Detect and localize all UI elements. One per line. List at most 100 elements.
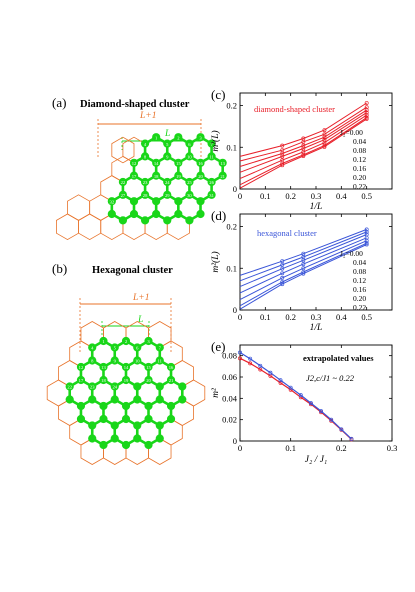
chart-d-data-point	[364, 242, 369, 247]
panel-b-site	[76, 362, 86, 372]
panel-a-site-number: 27	[121, 193, 126, 198]
chart-e-x-tick-label: 0.1	[285, 443, 296, 453]
panel-a-site-number: 24	[165, 180, 170, 185]
chart-e-plot-frame	[239, 344, 393, 442]
chart-e-data-point	[278, 378, 283, 383]
chart-e-data-point	[308, 401, 313, 406]
panel-a-site	[174, 133, 183, 142]
panel-a-site	[207, 177, 216, 187]
chart-d-x-axis-label: 1/L	[310, 323, 323, 333]
panel-a-site	[107, 209, 116, 219]
chart-c-y-tick-label: 0.1	[226, 142, 237, 152]
chart-d-x-tick-label: 0.2	[285, 312, 296, 322]
chart-d-data-point	[364, 229, 369, 234]
chart-d-x-tick-label: 0	[238, 312, 242, 322]
panel-a-site	[140, 152, 150, 161]
panel-a-site-number: 7	[210, 142, 213, 147]
chart-c-x-tick-label: 0	[238, 191, 242, 201]
chart-d-data-point	[301, 258, 306, 263]
panel-b-site	[144, 440, 153, 450]
panel-b-site-number: 3	[147, 339, 150, 344]
panel-b-site	[110, 356, 119, 365]
panel-b-site	[166, 414, 176, 424]
panel-a-site	[152, 209, 161, 219]
panel-b-site-number: 13	[101, 365, 106, 370]
chart-e-data-point	[268, 370, 273, 375]
panel-b-site	[99, 414, 108, 424]
panel-a-site	[129, 197, 139, 206]
panel-b-site	[166, 362, 176, 372]
panel-a-site	[129, 171, 139, 180]
panel-a-title: Diamond-shaped cluster	[80, 99, 190, 110]
chart-d-panel-label: (d)	[211, 208, 226, 223]
chart-d-series-line	[239, 242, 367, 307]
panel-a-site-number: 30	[187, 193, 192, 198]
chart-d-legend-entry: 0.04	[353, 258, 366, 267]
panel-b-site	[99, 336, 108, 346]
panel-b-dimensions: L+1 L	[79, 293, 172, 352]
chart-c-series-line	[239, 106, 367, 162]
chart-e-critical-annotation: J2,c/J1 ~ 0.22	[306, 373, 355, 383]
panel-a-site-number: 9	[166, 155, 169, 160]
chart-c-data-point	[364, 101, 369, 105]
chart-c-x-tick-label: 0.5	[361, 191, 372, 201]
panel-a-site-number: 5	[166, 142, 169, 147]
panel-b-site	[121, 375, 131, 385]
panel-b-site	[133, 382, 142, 391]
panel-a-site-number: 16	[198, 161, 203, 166]
panel-a-site-number: 19	[176, 174, 181, 179]
chart-c-series-line	[239, 117, 367, 186]
chart-d-legend-entry: 0.08	[353, 267, 366, 276]
chart-c-data-point	[364, 110, 369, 115]
panel-b-site-number: 17	[79, 378, 84, 383]
panel-a-site-number: 10	[187, 155, 192, 160]
panel-a-site	[218, 171, 227, 180]
panel-a-site	[163, 216, 172, 225]
panel-b-site	[99, 375, 108, 385]
chart-d-y-tick-label: 0	[233, 305, 237, 315]
chart-d-series-line	[239, 240, 367, 301]
panel-b-site-number: 24	[112, 385, 117, 390]
panel-b-site	[155, 343, 164, 352]
chart-e-data-point	[298, 393, 303, 398]
panel-a-site-number: 8	[144, 155, 147, 160]
chart-e-series-line	[239, 357, 352, 440]
chart-d-legend-entry: J₂=0.00	[340, 249, 363, 258]
panel-a-site-number: 14	[154, 161, 159, 166]
panel-a-site-number: 22	[121, 180, 126, 185]
panel-b-site	[155, 434, 164, 443]
chart-e-data-point	[349, 436, 354, 441]
chart-c-x-axis-label: 1/L	[310, 202, 323, 212]
chart-d-legend-entry: 0.12	[353, 276, 366, 285]
panel-b-site	[121, 440, 131, 450]
panel-b-site-number: 18	[101, 378, 106, 383]
chart-e-y-tick-label: 0	[233, 436, 237, 446]
chart-c-data-point	[280, 163, 285, 168]
panel-b-site	[144, 362, 153, 372]
panel-a-site-number: 1	[155, 135, 158, 140]
chart-d-series-line	[239, 244, 367, 310]
chart-c-legend-entry: 0.12	[353, 155, 366, 164]
panel-b-site	[110, 421, 119, 430]
panel-a-site	[207, 190, 216, 199]
panel-b-dim-outer: L+1	[132, 293, 149, 303]
chart-c-data-point	[322, 135, 327, 140]
panel-b-site	[65, 395, 74, 404]
panel-b-site	[133, 421, 142, 430]
chart-e: 0 0.1 0.2 0.3 0 0.02 0.04 0.06 0.08(e) extrapolat…	[211, 339, 397, 465]
panel-b-site-number: 19	[124, 378, 129, 383]
chart-d-data-point	[301, 262, 306, 267]
panel-a-site-number: 20	[198, 174, 203, 179]
chart-d-data-point	[301, 271, 306, 276]
panel-a-site-number: 11	[209, 155, 214, 160]
panel-b-site-number: 5	[114, 346, 117, 351]
chart-c-data-point	[364, 108, 369, 113]
panel-b-site-number: 1	[102, 339, 105, 344]
chart-d-x-tick-label: 0.1	[260, 312, 271, 322]
panel-a-site	[140, 177, 150, 187]
panel-b-site	[121, 401, 131, 411]
chart-e-data-point	[278, 380, 283, 385]
panel-a-site	[152, 133, 161, 142]
